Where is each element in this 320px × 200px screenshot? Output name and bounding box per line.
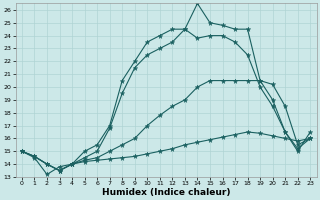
X-axis label: Humidex (Indice chaleur): Humidex (Indice chaleur) [102, 188, 230, 197]
